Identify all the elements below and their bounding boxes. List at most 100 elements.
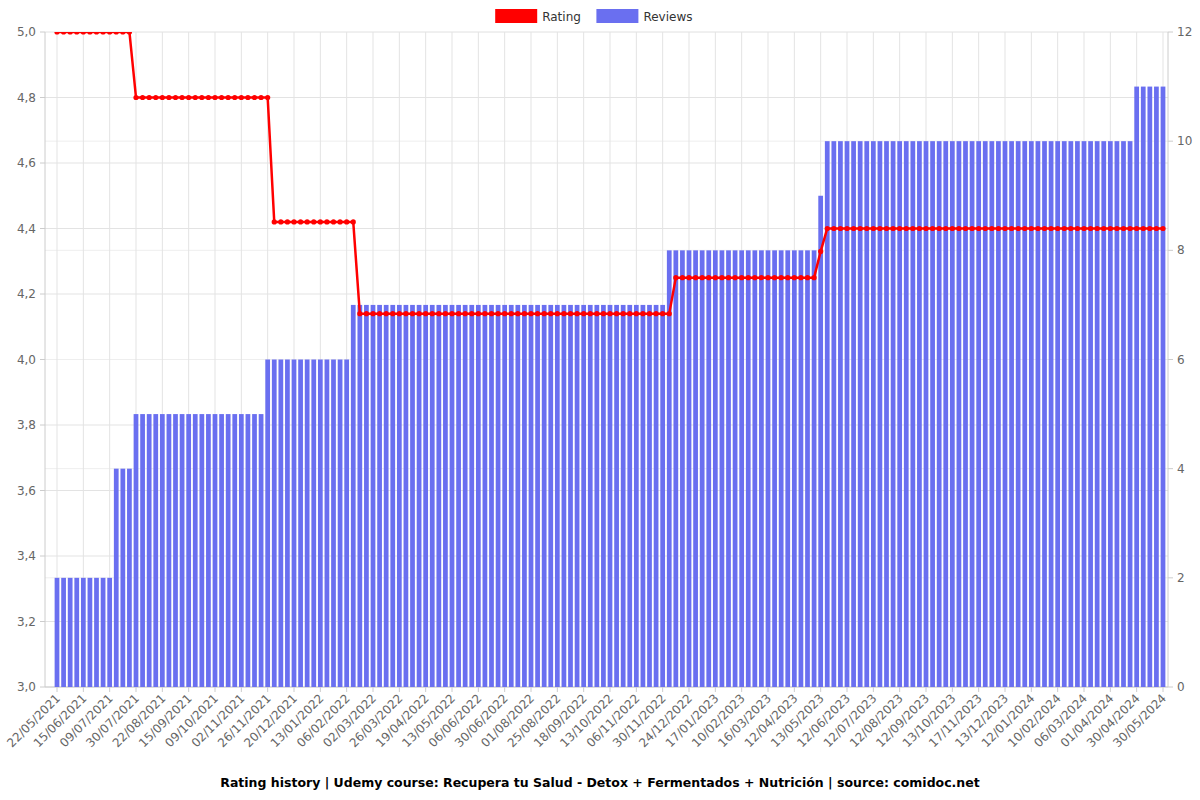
bar (134, 414, 139, 687)
bar (1055, 141, 1060, 687)
bar (924, 141, 929, 687)
bar (706, 250, 711, 687)
bar (594, 305, 599, 687)
marker (285, 219, 290, 224)
marker (212, 95, 217, 100)
bar (983, 141, 988, 687)
y2-tick-label: 2 (1177, 571, 1185, 585)
bar (634, 305, 639, 687)
tick (715, 687, 716, 692)
marker (1160, 226, 1165, 231)
marker (792, 275, 797, 280)
marker (956, 226, 961, 231)
bar (344, 360, 349, 688)
y2-tick-label: 6 (1177, 353, 1185, 367)
marker (153, 95, 158, 100)
marker (1114, 226, 1119, 231)
bar (1016, 141, 1021, 687)
bar (831, 141, 836, 687)
bar (1134, 87, 1139, 687)
marker (423, 311, 428, 316)
bar (404, 305, 409, 687)
bar (305, 360, 310, 688)
marker (1075, 226, 1080, 231)
marker (871, 226, 876, 231)
y-tick-label: 3,2 (17, 615, 36, 629)
bar (1062, 141, 1067, 687)
marker (160, 95, 165, 100)
marker (1121, 226, 1126, 231)
legend: RatingReviews (495, 9, 692, 24)
bar (1042, 141, 1047, 687)
marker (555, 311, 560, 316)
marker (1088, 226, 1093, 231)
marker (765, 275, 770, 280)
bar (325, 360, 330, 688)
marker (245, 95, 250, 100)
marker (87, 32, 92, 35)
bar (805, 250, 810, 687)
marker (673, 275, 678, 280)
bar (989, 141, 994, 687)
bar (680, 250, 685, 687)
marker (179, 95, 184, 100)
bar (127, 469, 132, 687)
marker (680, 275, 685, 280)
bar (1154, 87, 1159, 687)
bar (522, 305, 527, 687)
bar (173, 414, 178, 687)
marker (963, 226, 968, 231)
bar (897, 141, 902, 687)
marker (397, 311, 402, 316)
marker (686, 275, 691, 280)
marker (384, 311, 389, 316)
legend-label: Reviews (643, 10, 692, 24)
marker (904, 226, 909, 231)
marker (443, 311, 448, 316)
marker (667, 311, 672, 316)
bar (838, 141, 843, 687)
bar (1128, 141, 1133, 687)
marker (719, 275, 724, 280)
marker (614, 311, 619, 316)
marker (851, 226, 856, 231)
marker (950, 226, 955, 231)
tick (40, 425, 45, 426)
bar (430, 305, 435, 687)
marker (305, 219, 310, 224)
bar (298, 360, 303, 688)
bar (621, 305, 626, 687)
y2-tick-label: 0 (1177, 680, 1185, 694)
bar (1095, 141, 1100, 687)
bar (61, 578, 66, 687)
tick (40, 32, 45, 33)
bar (167, 414, 172, 687)
marker (1095, 226, 1100, 231)
tick (40, 490, 45, 491)
bar (1068, 141, 1073, 687)
tick (1168, 32, 1173, 33)
marker (173, 95, 178, 100)
bar (917, 141, 922, 687)
bar (94, 578, 99, 687)
bar (285, 360, 290, 688)
marker (983, 226, 988, 231)
y-tick-label: 3,6 (17, 484, 36, 498)
marker (219, 95, 224, 100)
marker (706, 275, 711, 280)
bar (186, 414, 191, 687)
tick (1005, 687, 1006, 692)
bar (259, 414, 264, 687)
bar (1108, 141, 1113, 687)
marker (278, 219, 283, 224)
bar (1022, 141, 1027, 687)
background (0, 0, 1200, 800)
bar (502, 305, 507, 687)
bar (272, 360, 277, 688)
bar (1161, 87, 1166, 687)
bar (515, 305, 520, 687)
marker (568, 311, 573, 316)
bar (436, 305, 441, 687)
bar (68, 578, 73, 687)
grid-line (45, 32, 1168, 33)
